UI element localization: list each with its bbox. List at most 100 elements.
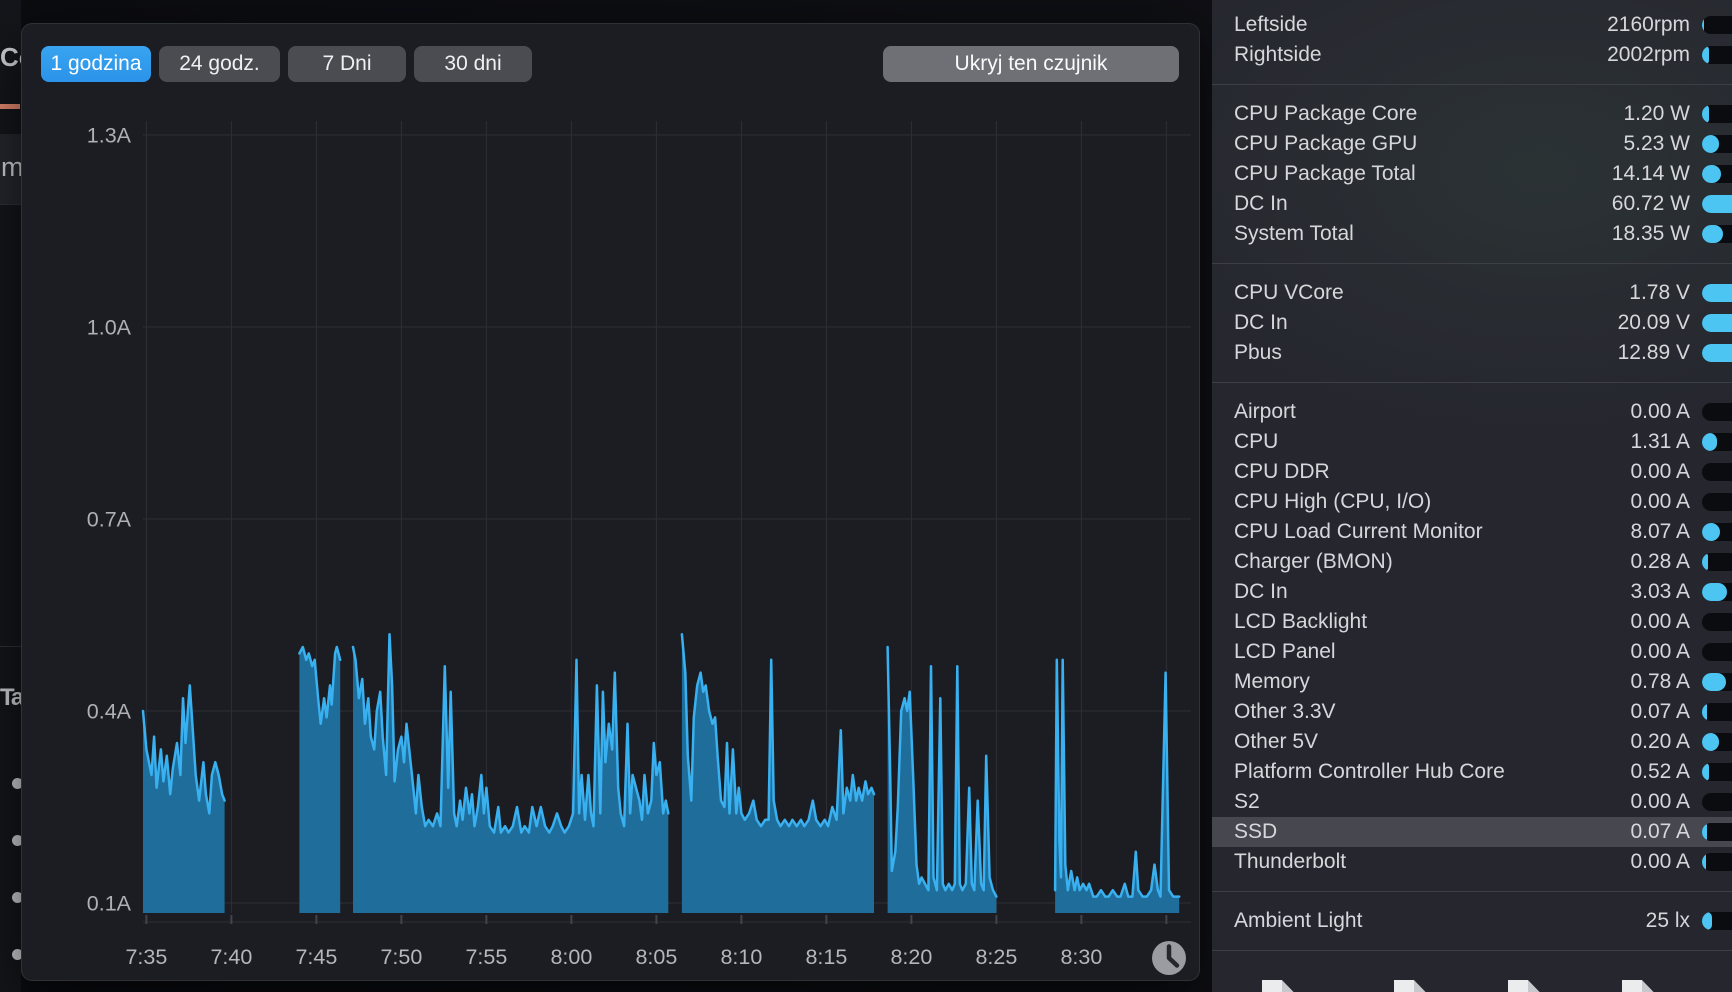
level-gauge bbox=[1702, 344, 1732, 362]
series-area bbox=[681, 634, 874, 913]
sensor-row[interactable]: Other 5V 0.20 A bbox=[1212, 727, 1732, 757]
sensor-row[interactable]: Thunderbolt 0.00 A bbox=[1212, 847, 1732, 877]
level-gauge bbox=[1702, 703, 1732, 721]
sensor-row[interactable]: DC In 60.72 W bbox=[1212, 189, 1732, 219]
level-gauge bbox=[1702, 613, 1732, 631]
level-gauge bbox=[1702, 284, 1732, 302]
level-gauge-fill bbox=[1702, 703, 1707, 721]
level-gauge bbox=[1702, 195, 1732, 213]
level-gauge bbox=[1702, 553, 1732, 571]
sensor-label: Thunderbolt bbox=[1234, 850, 1347, 873]
sensor-row[interactable]: Leftside 2160rpm bbox=[1212, 10, 1732, 40]
sensor-row[interactable]: CPU VCore 1.78 V bbox=[1212, 278, 1732, 308]
sensor-row[interactable]: Airport 0.00 A bbox=[1212, 397, 1732, 427]
level-gauge bbox=[1702, 16, 1732, 34]
series-line bbox=[680, 632, 876, 828]
sensor-label: Platform Controller Hub Core bbox=[1234, 760, 1505, 783]
sensor-row[interactable]: Platform Controller Hub Core 0.52 A bbox=[1212, 757, 1732, 787]
hide-sensor-button[interactable]: Ukryj ten czujnik bbox=[883, 46, 1179, 82]
level-gauge-fill bbox=[1702, 284, 1732, 302]
time-range-button[interactable]: 24 godz. bbox=[159, 46, 280, 82]
sensor-row[interactable]: DC In 3.03 A bbox=[1212, 577, 1732, 607]
sensor-value: 0.00 A bbox=[1630, 790, 1690, 813]
sensor-row[interactable]: S2 0.00 A bbox=[1212, 787, 1732, 817]
series-line bbox=[351, 632, 670, 834]
level-gauge bbox=[1702, 912, 1732, 930]
group-divider bbox=[1212, 382, 1732, 383]
y-axis-label: 1.3A bbox=[87, 124, 132, 148]
document-icon[interactable] bbox=[1508, 980, 1540, 992]
level-gauge-fill bbox=[1702, 46, 1709, 64]
sensor-label: DC In bbox=[1234, 311, 1288, 334]
sensor-row[interactable]: LCD Backlight 0.00 A bbox=[1212, 607, 1732, 637]
sensor-label: Ambient Light bbox=[1234, 909, 1363, 932]
time-range-button[interactable]: 30 dni bbox=[414, 46, 532, 82]
sensor-row[interactable]: Pbus 12.89 V bbox=[1212, 338, 1732, 368]
time-range-button[interactable]: 7 Dni bbox=[288, 46, 406, 82]
sensor-row[interactable]: Rightside 2002rpm bbox=[1212, 40, 1732, 70]
sensor-value: 0.28 A bbox=[1630, 550, 1690, 573]
sensor-row[interactable]: DC In 20.09 V bbox=[1212, 308, 1732, 338]
sensor-label: Memory bbox=[1234, 670, 1310, 693]
background-menu-partial-text: m bbox=[1, 152, 24, 182]
sensor-value: 0.20 A bbox=[1630, 730, 1690, 753]
sensor-label: Charger (BMON) bbox=[1234, 550, 1393, 573]
sensor-pages-toolbar bbox=[1212, 965, 1732, 992]
sensor-row[interactable]: CPU Package GPU 5.23 W bbox=[1212, 129, 1732, 159]
background-tab-partial-text: Ta bbox=[0, 684, 21, 711]
level-gauge bbox=[1702, 135, 1732, 153]
level-gauge-fill bbox=[1702, 673, 1726, 691]
sensor-label: Airport bbox=[1234, 400, 1296, 423]
sensor-value: 0.78 A bbox=[1630, 670, 1690, 693]
sensor-label: Other 5V bbox=[1234, 730, 1319, 753]
x-axis-label: 7:45 bbox=[295, 945, 337, 969]
folded-corner-icon bbox=[1642, 980, 1654, 992]
x-axis-label: 7:35 bbox=[125, 945, 167, 969]
document-icon[interactable] bbox=[1394, 980, 1426, 992]
sensor-value: 14.14 W bbox=[1611, 162, 1690, 185]
sensor-value: 0.07 A bbox=[1630, 820, 1690, 843]
x-axis-label: 7:50 bbox=[380, 945, 422, 969]
y-axis-label: 0.1A bbox=[87, 892, 132, 916]
level-gauge bbox=[1702, 523, 1732, 541]
sensor-row[interactable]: CPU High (CPU, I/O) 0.00 A bbox=[1212, 487, 1732, 517]
level-gauge-fill bbox=[1702, 912, 1712, 930]
sensor-row[interactable]: Other 3.3V 0.07 A bbox=[1212, 697, 1732, 727]
x-axis-label: 8:25 bbox=[975, 945, 1017, 969]
level-gauge-fill bbox=[1702, 344, 1732, 362]
x-axis-label: 8:15 bbox=[805, 945, 847, 969]
sensor-row[interactable]: SSD 0.07 A bbox=[1212, 817, 1732, 847]
sensor-row[interactable]: LCD Panel 0.00 A bbox=[1212, 637, 1732, 667]
x-axis-label: 8:05 bbox=[635, 945, 677, 969]
sensor-label: Rightside bbox=[1234, 43, 1322, 66]
sensor-label: Other 3.3V bbox=[1234, 700, 1336, 723]
sensor-row[interactable]: CPU Load Current Monitor 8.07 A bbox=[1212, 517, 1732, 547]
bullet-icon bbox=[12, 892, 23, 903]
level-gauge-fill bbox=[1702, 16, 1704, 34]
sensor-history-popover: 1 godzina 24 godz. 7 Dni 30 dni Ukryj ten c… bbox=[21, 23, 1200, 981]
level-gauge-fill bbox=[1702, 105, 1709, 123]
divider bbox=[0, 204, 21, 205]
document-icon[interactable] bbox=[1262, 980, 1294, 992]
sensor-row[interactable]: Memory 0.78 A bbox=[1212, 667, 1732, 697]
sensor-label: Leftside bbox=[1234, 13, 1308, 36]
sensor-row[interactable]: CPU DDR 0.00 A bbox=[1212, 457, 1732, 487]
sensor-row[interactable]: CPU 1.31 A bbox=[1212, 427, 1732, 457]
level-gauge bbox=[1702, 763, 1732, 781]
sensor-row[interactable]: CPU Package Total 14.14 W bbox=[1212, 159, 1732, 189]
level-gauge bbox=[1702, 793, 1732, 811]
sensor-row[interactable]: Charger (BMON) 0.28 A bbox=[1212, 547, 1732, 577]
level-gauge-fill bbox=[1702, 195, 1732, 213]
group-divider bbox=[1212, 950, 1732, 951]
sensor-label: Pbus bbox=[1234, 341, 1282, 364]
time-range-button[interactable]: 1 godzina bbox=[41, 46, 151, 82]
group-divider bbox=[1212, 263, 1732, 264]
sensor-row[interactable]: System Total 18.35 W bbox=[1212, 219, 1732, 249]
x-axis-label: 8:00 bbox=[550, 945, 592, 969]
sensor-row[interactable]: CPU Package Core 1.20 W bbox=[1212, 99, 1732, 129]
sensor-value: 2002rpm bbox=[1607, 43, 1690, 66]
sensor-label: CPU Package GPU bbox=[1234, 132, 1418, 155]
document-icon[interactable] bbox=[1622, 980, 1654, 992]
sensor-row[interactable]: Ambient Light 25 lx bbox=[1212, 906, 1732, 936]
